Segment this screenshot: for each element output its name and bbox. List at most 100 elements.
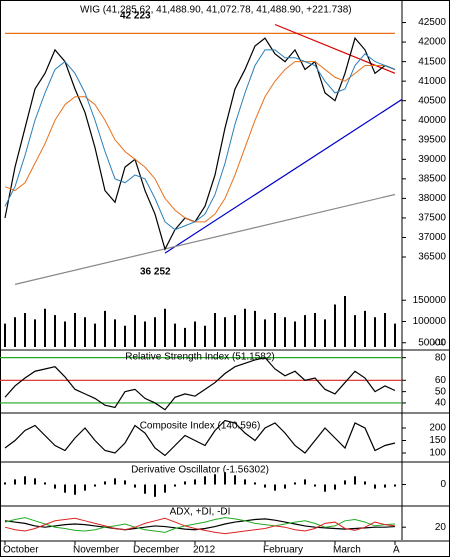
bar [194, 321, 196, 347]
series-line [4, 49, 396, 231]
bar [204, 325, 206, 347]
bar [24, 476, 26, 485]
bar [284, 484, 286, 489]
bar [344, 480, 346, 485]
y-tick-label: 40 [435, 398, 447, 409]
bar [14, 479, 16, 485]
bar [394, 323, 396, 347]
y-tick-label: 60 [435, 375, 447, 386]
series-line [4, 36, 396, 251]
bar [244, 308, 246, 347]
bar [94, 484, 96, 487]
bar [324, 484, 326, 492]
bar [274, 313, 276, 347]
bar [74, 484, 76, 495]
y-tick-label: 80 [435, 352, 447, 363]
bar [74, 313, 76, 347]
bar [84, 317, 86, 347]
y-tick-label: 100 [429, 448, 446, 459]
y-tick-label: 42000 [418, 37, 446, 48]
bar [314, 313, 316, 347]
bar [254, 482, 256, 485]
bar [224, 472, 226, 485]
bar [104, 481, 106, 485]
plot-area [0, 23, 402, 535]
bar [214, 474, 216, 485]
y-tick-label: 200 [429, 423, 446, 434]
bar [4, 482, 6, 485]
bar [264, 484, 266, 488]
bar [254, 310, 256, 347]
y-tick-label: 39500 [418, 134, 446, 145]
series-line [4, 517, 396, 535]
bar [144, 484, 146, 494]
bar [364, 310, 366, 347]
bar [354, 315, 356, 347]
bar [294, 321, 296, 347]
bar [34, 319, 36, 347]
y-tick-label: 39000 [418, 154, 446, 165]
y-tick-label: 42500 [418, 17, 446, 28]
x-tick-label: February [263, 545, 303, 556]
y-tick-label: 50000 [418, 337, 446, 348]
bar [114, 478, 116, 485]
series-line [4, 61, 396, 223]
bar [54, 484, 56, 489]
bar [104, 310, 106, 347]
y-tick-label: 37500 [418, 213, 446, 224]
panel-title: Relative Strength Index (51.1582) [125, 352, 275, 363]
x-tick-label: October [3, 545, 39, 556]
bar [164, 484, 166, 493]
axis-label: x10 [433, 338, 446, 347]
bar [184, 481, 186, 485]
series-line [4, 517, 396, 533]
trend-line [164, 98, 402, 254]
bar [234, 315, 236, 347]
bar [4, 323, 6, 347]
bar [14, 317, 16, 347]
y-tick-label: 38500 [418, 173, 446, 184]
x-tick-label: November [73, 545, 120, 556]
bar [204, 476, 206, 485]
bar [224, 317, 226, 347]
y-tick-label: 40500 [418, 95, 446, 106]
bar [304, 479, 306, 485]
bar [34, 478, 36, 485]
bar [384, 484, 386, 488]
bar [134, 315, 136, 347]
bar [214, 313, 216, 347]
bar [184, 327, 186, 347]
panel-title: Derivative Oscillator (-1.56302) [131, 465, 269, 476]
bar [334, 304, 336, 347]
bar [394, 484, 396, 487]
bar [384, 313, 386, 347]
bar [24, 313, 26, 347]
series-line [4, 419, 396, 457]
bar [334, 484, 336, 490]
x-tick-label: December [133, 545, 180, 556]
bar [64, 321, 66, 347]
annotation: 42 223 [120, 11, 151, 22]
y-tick-label: 100000 [413, 316, 447, 327]
bar [364, 481, 366, 485]
bar [174, 323, 176, 347]
bar [354, 476, 356, 485]
bar [44, 482, 46, 485]
y-tick-label: 37000 [418, 232, 446, 243]
panel-title: ADX, +DI, -DI [170, 507, 231, 518]
bar [134, 484, 136, 488]
bar [194, 479, 196, 485]
x-tick-label: 2012 [193, 545, 216, 556]
y-tick-label: 20 [435, 522, 447, 533]
bar [54, 315, 56, 347]
x-tick-label: A [393, 545, 400, 556]
bar [284, 317, 286, 347]
y-tick-label: 41000 [418, 76, 446, 87]
y-tick-label: 41500 [418, 56, 446, 67]
bar [154, 484, 156, 497]
bar [164, 308, 166, 347]
panel-title: Composite Index (140.596) [140, 421, 261, 432]
bar [124, 480, 126, 485]
y-tick-label: 150000 [413, 295, 447, 306]
